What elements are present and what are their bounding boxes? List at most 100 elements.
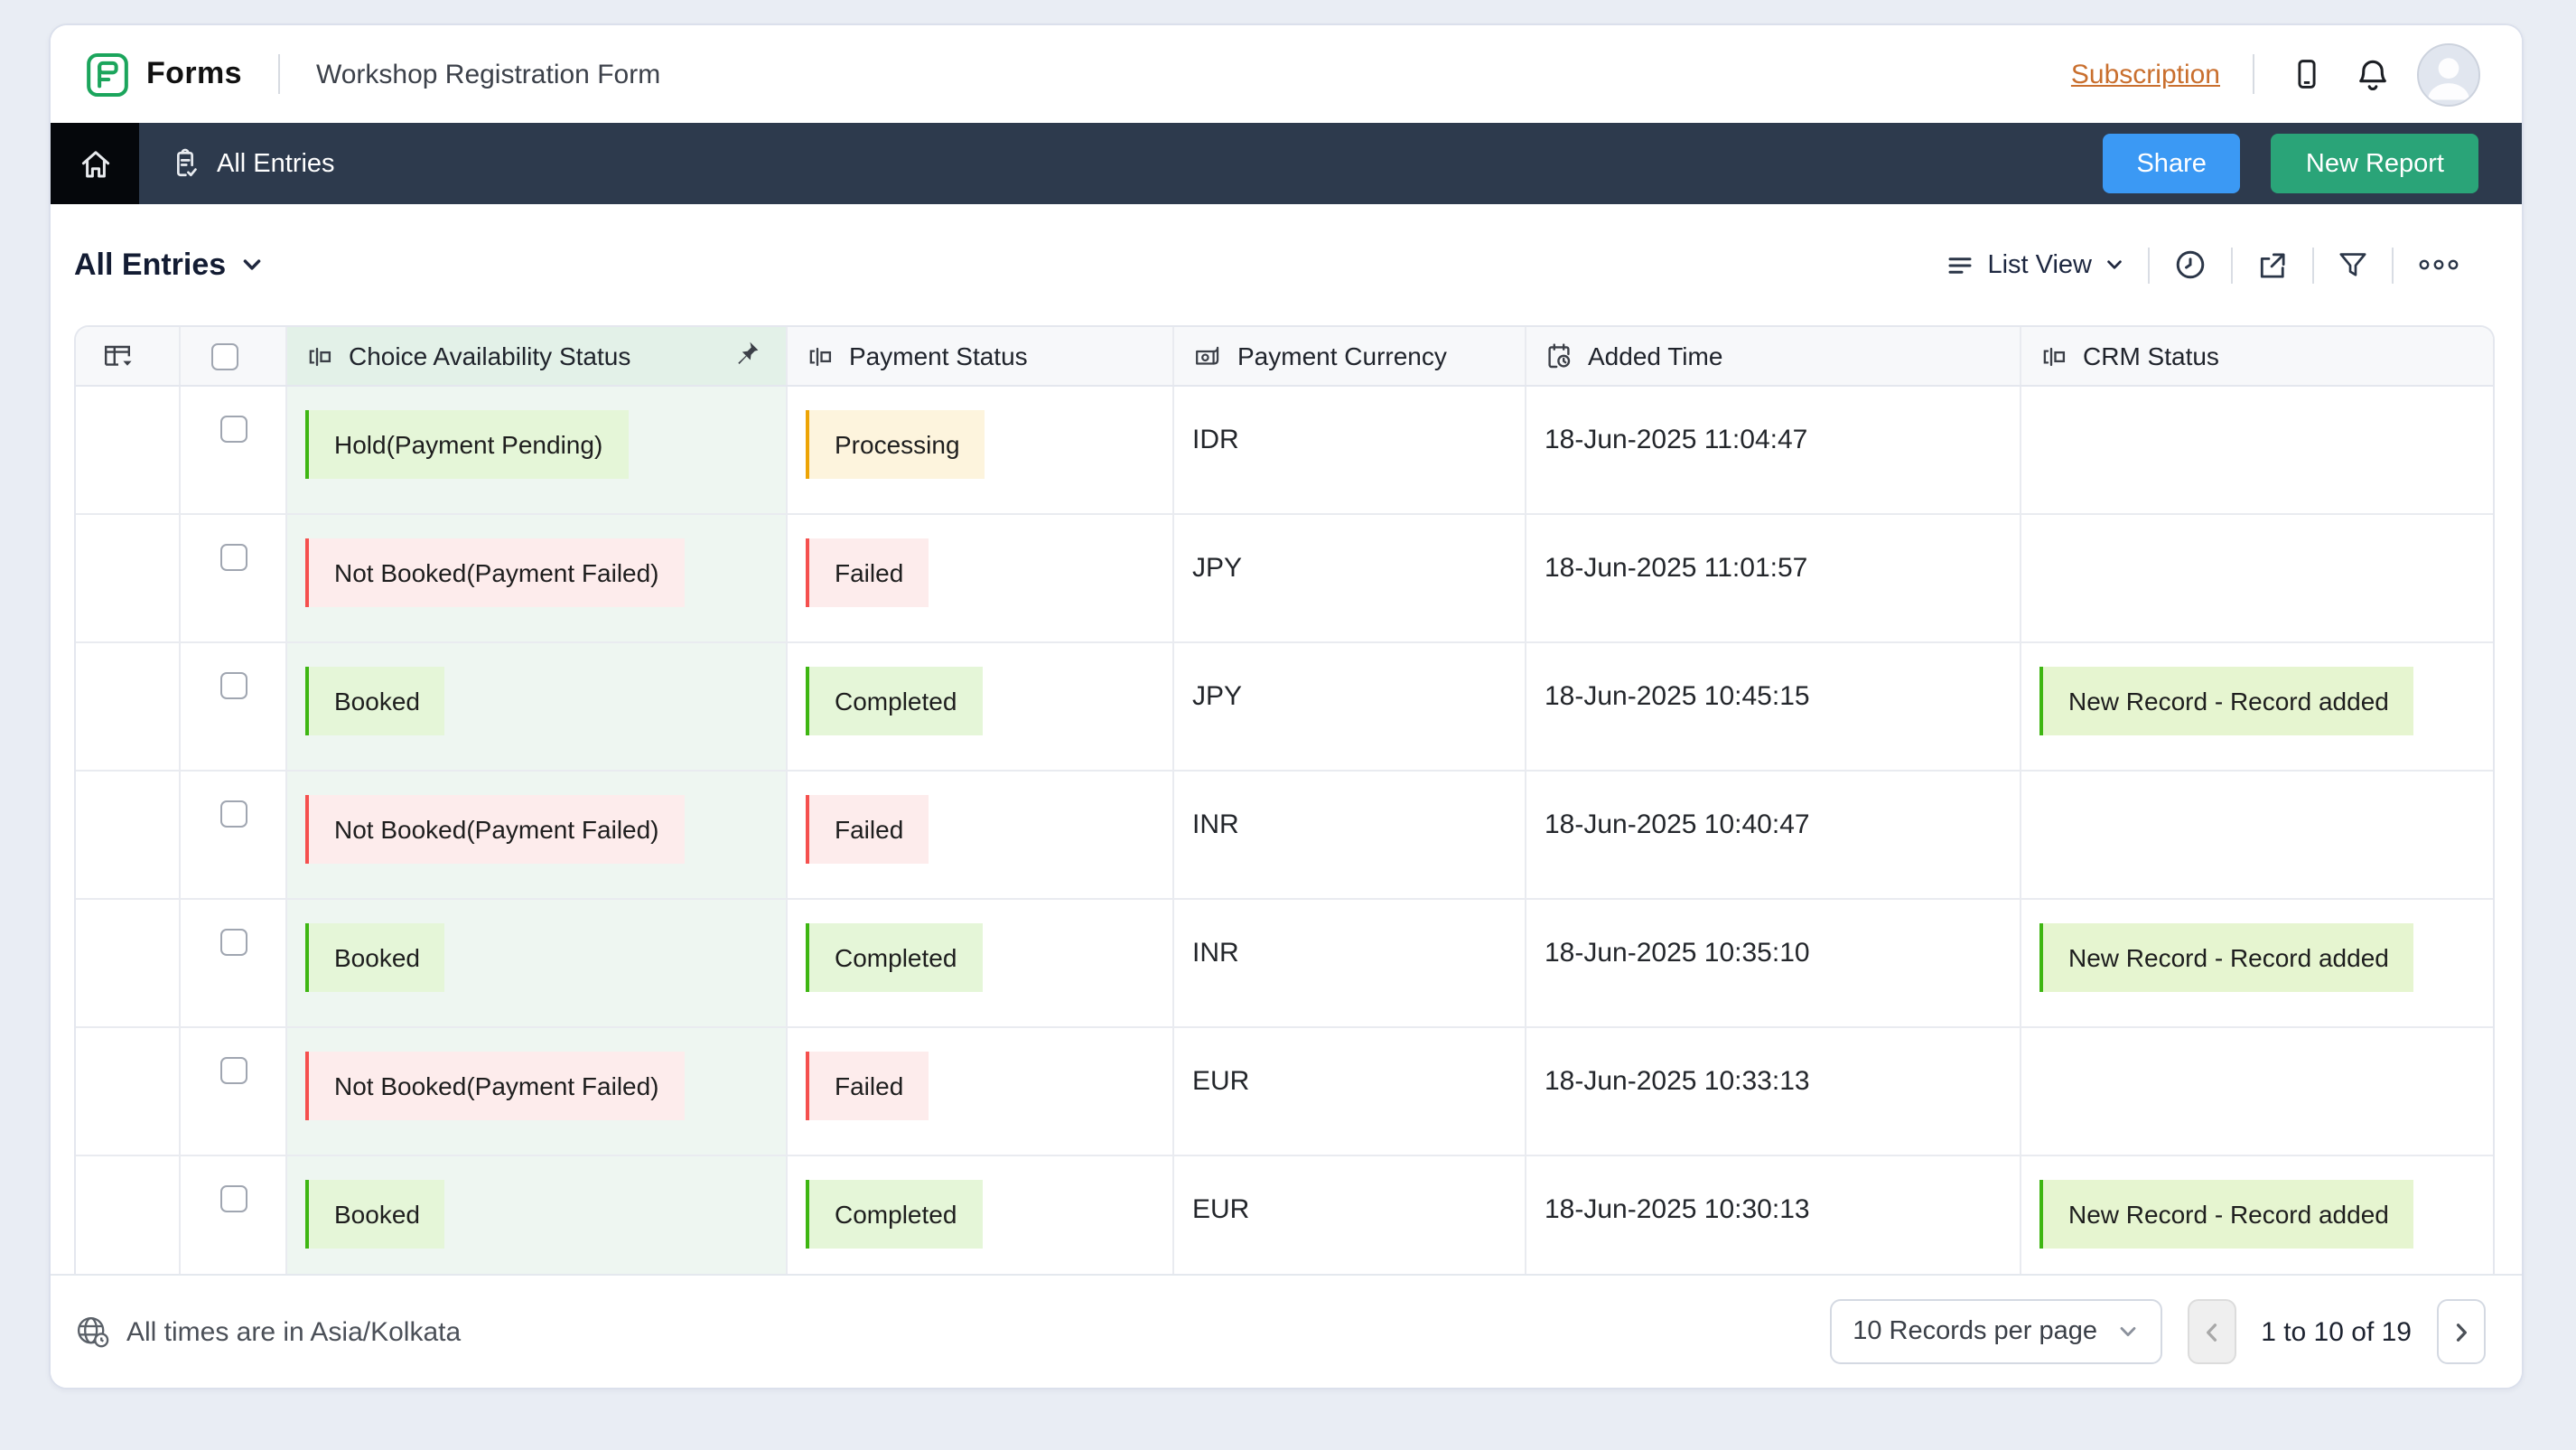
- next-page-button[interactable]: [2437, 1299, 2486, 1364]
- notifications-bell-icon[interactable]: [2352, 54, 2392, 94]
- row-checkbox-cell: [181, 387, 287, 513]
- divider: [2231, 247, 2233, 283]
- table-row[interactable]: Booked Completed INR 18-Jun-2025 10:35:1…: [76, 900, 2493, 1028]
- choice-availability-badge: Not Booked(Payment Failed): [305, 1052, 685, 1120]
- choice-availability-badge: Not Booked(Payment Failed): [305, 538, 685, 607]
- column-header-added-time[interactable]: Added Time: [1526, 327, 2021, 385]
- table-row[interactable]: Not Booked(Payment Failed) Failed JPY 18…: [76, 515, 2493, 643]
- page-title: All Entries: [74, 247, 227, 281]
- crm-status-cell: [2021, 772, 2493, 898]
- payment-status-cell: Completed: [788, 1156, 1174, 1274]
- row-expand-cell: [76, 772, 181, 898]
- column-header-payment-currency[interactable]: Payment Currency: [1174, 327, 1526, 385]
- row-checkbox[interactable]: [219, 544, 247, 571]
- table-row[interactable]: Booked Completed JPY 18-Jun-2025 10:45:1…: [76, 643, 2493, 772]
- brand: Forms: [83, 50, 242, 98]
- column-label: CRM Status: [2083, 341, 2219, 370]
- column-header-choice-availability-status[interactable]: Choice Availability Status: [287, 327, 788, 385]
- row-checkbox[interactable]: [219, 800, 247, 828]
- row-checkbox[interactable]: [219, 672, 247, 699]
- table-header-row: Choice Availability Status Payment Statu…: [76, 327, 2493, 387]
- home-button[interactable]: [51, 123, 139, 204]
- column-manager-button[interactable]: [76, 327, 181, 385]
- mobile-app-icon[interactable]: [2287, 54, 2327, 94]
- row-checkbox-cell: [181, 900, 287, 1026]
- crm-status-badge: New Record - Record added: [2039, 923, 2414, 992]
- more-options-button[interactable]: [2417, 257, 2460, 273]
- new-report-button[interactable]: New Report: [2271, 134, 2478, 193]
- export-share-button[interactable]: [2256, 248, 2289, 281]
- payment-currency-value: IDR: [1192, 425, 1239, 455]
- added-time-cell: 18-Jun-2025 10:30:13: [1526, 1156, 2021, 1274]
- choice-field-icon: [309, 346, 331, 366]
- added-time-cell: 18-Jun-2025 11:04:47: [1526, 387, 2021, 513]
- row-checkbox-cell: [181, 1156, 287, 1274]
- table-row[interactable]: Not Booked(Payment Failed) Failed INR 18…: [76, 772, 2493, 900]
- previous-page-button[interactable]: [2187, 1299, 2236, 1364]
- crm-status-cell: [2021, 1028, 2493, 1155]
- payment-status-badge: Failed: [806, 1052, 929, 1120]
- user-avatar[interactable]: [2417, 42, 2480, 106]
- payment-status-cell: Failed: [788, 515, 1174, 641]
- column-header-crm-status[interactable]: CRM Status: [2021, 327, 2493, 385]
- pin-icon[interactable]: [733, 340, 761, 372]
- choice-availability-badge: Booked: [305, 1180, 445, 1249]
- list-view-label: List View: [1987, 250, 2092, 279]
- select-all-checkbox[interactable]: [210, 342, 238, 370]
- column-label: Payment Status: [849, 341, 1028, 370]
- row-checkbox[interactable]: [219, 1057, 247, 1084]
- added-time-value: 18-Jun-2025 11:04:47: [1545, 425, 1808, 455]
- divider: [2392, 247, 2394, 283]
- added-time-cell: 18-Jun-2025 10:40:47: [1526, 772, 2021, 898]
- share-button[interactable]: Share: [2102, 134, 2241, 193]
- added-time-value: 18-Jun-2025 10:35:10: [1545, 938, 1810, 968]
- payment-currency-cell: JPY: [1174, 643, 1526, 770]
- payment-currency-value: JPY: [1192, 681, 1243, 712]
- table-row[interactable]: Booked Completed EUR 18-Jun-2025 10:30:1…: [76, 1156, 2493, 1274]
- row-expand-cell: [76, 515, 181, 641]
- list-view-icon: [1948, 257, 1972, 273]
- crm-status-badge: New Record - Record added: [2039, 1180, 2414, 1249]
- payment-status-badge: Completed: [806, 1180, 983, 1249]
- divider: [2148, 247, 2150, 283]
- crm-status-badge: New Record - Record added: [2039, 667, 2414, 735]
- column-manager-icon: [105, 345, 132, 366]
- records-per-page-select[interactable]: 10 Records per page: [1829, 1299, 2162, 1364]
- filter-button[interactable]: [2338, 249, 2368, 280]
- column-header-payment-status[interactable]: Payment Status: [788, 327, 1174, 385]
- timezone-note: All times are in Asia/Kolkata: [74, 1314, 461, 1350]
- row-checkbox-cell: [181, 515, 287, 641]
- payment-currency-cell: EUR: [1174, 1028, 1526, 1155]
- forms-logo-icon: [87, 51, 128, 97]
- view-bar: All Entries List View: [51, 204, 2522, 325]
- history-button[interactable]: [2173, 248, 2207, 282]
- choice-availability-cell: Booked: [287, 900, 788, 1026]
- crm-status-cell: [2021, 387, 2493, 513]
- currency-icon: [1196, 345, 1219, 364]
- payment-currency-value: INR: [1192, 809, 1239, 840]
- column-label: Payment Currency: [1237, 341, 1447, 370]
- list-view-selector[interactable]: List View: [1946, 250, 2124, 279]
- payment-status-badge: Failed: [806, 795, 929, 864]
- payment-currency-cell: IDR: [1174, 387, 1526, 513]
- globe-clock-icon: [77, 1316, 109, 1348]
- table-row[interactable]: Not Booked(Payment Failed) Failed EUR 18…: [76, 1028, 2493, 1156]
- table-footer: All times are in Asia/Kolkata 10 Records…: [51, 1274, 2522, 1388]
- entries-table: Choice Availability Status Payment Statu…: [74, 325, 2495, 1274]
- table-row[interactable]: Hold(Payment Pending) Processing IDR 18-…: [76, 387, 2493, 515]
- chevron-right-icon: [2456, 1323, 2467, 1341]
- entries-view-selector[interactable]: All Entries: [74, 247, 264, 283]
- choice-availability-cell: Booked: [287, 1156, 788, 1274]
- row-checkbox[interactable]: [219, 416, 247, 443]
- row-checkbox[interactable]: [219, 1185, 247, 1212]
- row-checkbox[interactable]: [219, 929, 247, 956]
- payment-currency-value: JPY: [1192, 553, 1243, 584]
- report-navbar: All Entries Share New Report: [51, 123, 2522, 204]
- payment-status-cell: Completed: [788, 643, 1174, 770]
- nav-item-all-entries[interactable]: All Entries: [170, 148, 335, 179]
- row-expand-cell: [76, 387, 181, 513]
- view-toolbar: List View: [1946, 247, 2460, 283]
- app-window: Forms Workshop Registration Form Subscri…: [49, 23, 2524, 1389]
- divider: [277, 54, 280, 94]
- subscription-link[interactable]: Subscription: [2070, 59, 2220, 89]
